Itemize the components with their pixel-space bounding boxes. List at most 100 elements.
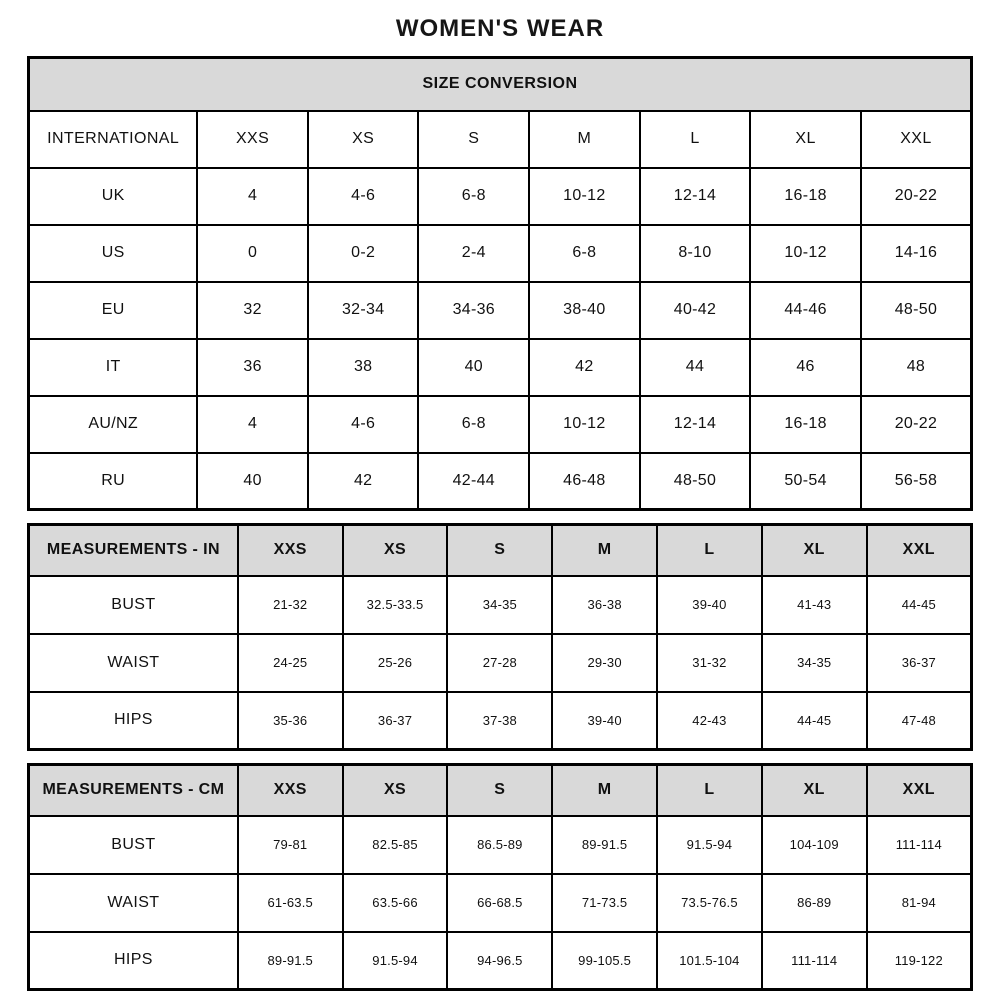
cell-hips-xs: 91.5-94 [341,930,449,991]
cell-ru-s: 42-44 [417,451,531,511]
cell-bust-xxl: 111-114 [865,814,973,875]
column-header-xxs: XXS [236,523,344,577]
column-header-xxl: XXL [865,523,973,577]
cell-bust-xs: 82.5-85 [341,814,449,875]
cell-hips-xxl: 119-122 [865,930,973,991]
cell-waist-xs: 63.5-66 [341,872,449,933]
row-label-uk: UK [27,166,199,226]
cell-eu-xl: 44-46 [749,280,862,340]
header-row-measurements-cm: MEASUREMENTS - CM XXS XS S M L XL XXL [27,763,973,817]
cell-waist-s: 27-28 [446,632,554,693]
cell-ru-xs: 42 [306,451,420,511]
cell-uk-xxs: 4 [196,166,309,226]
cell-bust-xxs: 79-81 [236,814,344,875]
cell-bust-xs: 32.5-33.5 [341,574,449,635]
cell-hips-l: 42-43 [656,690,763,751]
row-label-it: IT [27,337,199,397]
cell-it-m: 42 [528,337,641,397]
cell-uk-xxl: 20-22 [859,166,973,226]
table-measurements-cm: MEASUREMENTS - CM XXS XS S M L XL XXL BUST 79-81 8… [27,763,973,991]
cell-ru-l: 48-50 [638,451,752,511]
cell-hips-m: 99-105.5 [551,930,659,991]
column-header-xs: XS [341,523,449,577]
cell-bust-xl: 104-109 [760,814,868,875]
cell-hips-l: 101.5-104 [656,930,763,991]
cell-hips-xxs: 89-91.5 [236,930,344,991]
cell-au-nz-m: 10-12 [528,394,641,454]
cell-hips-xxl: 47-48 [865,690,973,751]
row-label-eu: EU [27,280,199,340]
row-label-waist: WAIST [27,872,239,933]
column-header-xl: XL [749,109,862,169]
column-header-xxs: XXS [236,763,344,817]
table-label-measurements-cm: MEASUREMENTS - CM [27,763,239,817]
table-row-hips: HIPS 35-36 36-37 37-38 39-40 42-43 44-45 47-48 [27,690,973,751]
cell-au-nz-xs: 4-6 [306,394,420,454]
cell-eu-xxl: 48-50 [859,280,973,340]
cell-us-xxs: 0 [196,223,309,283]
cell-ru-xxs: 40 [196,451,309,511]
cell-eu-l: 40-42 [638,280,752,340]
row-label-bust: BUST [27,574,239,635]
cell-waist-m: 71-73.5 [551,872,659,933]
cell-waist-l: 73.5-76.5 [656,872,763,933]
cell-us-xs: 0-2 [306,223,420,283]
cell-bust-xxs: 21-32 [236,574,344,635]
cell-waist-xs: 25-26 [341,632,449,693]
table-label-size-conversion: INTERNATIONAL [27,109,199,169]
cell-hips-s: 37-38 [446,690,554,751]
cell-it-s: 40 [417,337,531,397]
cell-us-xxl: 14-16 [859,223,973,283]
cell-waist-l: 31-32 [656,632,763,693]
column-header-l: L [656,763,763,817]
table-row-waist: WAIST 61-63.5 63.5-66 66-68.5 71-73.5 73.5-76… [27,872,973,933]
row-label-au-nz: AU/NZ [27,394,199,454]
cell-it-xs: 38 [306,337,420,397]
cell-ru-xl: 50-54 [749,451,862,511]
cell-eu-xxs: 32 [196,280,309,340]
column-header-xxl: XXL [859,109,973,169]
column-header-xxl: XXL [865,763,973,817]
table-row-uk: UK 4 4-6 6-8 10-12 12-14 16-18 20-22 [27,166,973,226]
cell-uk-xl: 16-18 [749,166,862,226]
cell-au-nz-l: 12-14 [638,394,752,454]
cell-bust-s: 86.5-89 [446,814,554,875]
header-row-size-conversion: INTERNATIONAL XXS XS S M L XL XXL [27,109,973,169]
column-header-xs: XS [306,109,420,169]
cell-hips-m: 39-40 [551,690,659,751]
table-row-eu: EU 32 32-34 34-36 38-40 40-42 44-46 48-50 [27,280,973,340]
cell-waist-s: 66-68.5 [446,872,554,933]
cell-eu-xs: 32-34 [306,280,420,340]
cell-us-xl: 10-12 [749,223,862,283]
table-row-waist: WAIST 24-25 25-26 27-28 29-30 31-32 34-35 36-37 [27,632,973,693]
column-header-s: S [446,763,554,817]
table-label-measurements-in: MEASUREMENTS - IN [27,523,239,577]
header-row-measurements-in: MEASUREMENTS - IN XXS XS S M L XL XXL [27,523,973,577]
column-header-l: L [638,109,752,169]
cell-waist-xxl: 81-94 [865,872,973,933]
table-row-us: US 0 0-2 2-4 6-8 8-10 10-12 14-16 [27,223,973,283]
table-size-conversion: SIZE CONVERSION INTERNATIONAL XXS XS S M L XL XX… [27,56,973,511]
column-header-l: L [656,523,763,577]
cell-au-nz-s: 6-8 [417,394,531,454]
cell-waist-xxs: 24-25 [236,632,344,693]
column-header-m: M [528,109,641,169]
cell-uk-l: 12-14 [638,166,752,226]
column-header-xl: XL [760,523,868,577]
cell-hips-xxs: 35-36 [236,690,344,751]
cell-au-nz-xxs: 4 [196,394,309,454]
cell-bust-m: 36-38 [551,574,659,635]
cell-eu-m: 38-40 [528,280,641,340]
cell-hips-xl: 111-114 [760,930,868,991]
cell-bust-l: 39-40 [656,574,763,635]
table-row-hips: HIPS 89-91.5 91.5-94 94-96.5 99-105.5 101.5-1… [27,930,973,991]
cell-ru-m: 46-48 [528,451,641,511]
page-title: WOMEN'S WEAR [395,15,605,42]
table-caption-size-conversion: SIZE CONVERSION [27,56,973,112]
row-label-bust: BUST [27,814,239,875]
row-label-hips: HIPS [27,930,239,991]
cell-hips-xl: 44-45 [760,690,868,751]
cell-waist-xl: 86-89 [760,872,868,933]
column-header-m: M [551,763,659,817]
